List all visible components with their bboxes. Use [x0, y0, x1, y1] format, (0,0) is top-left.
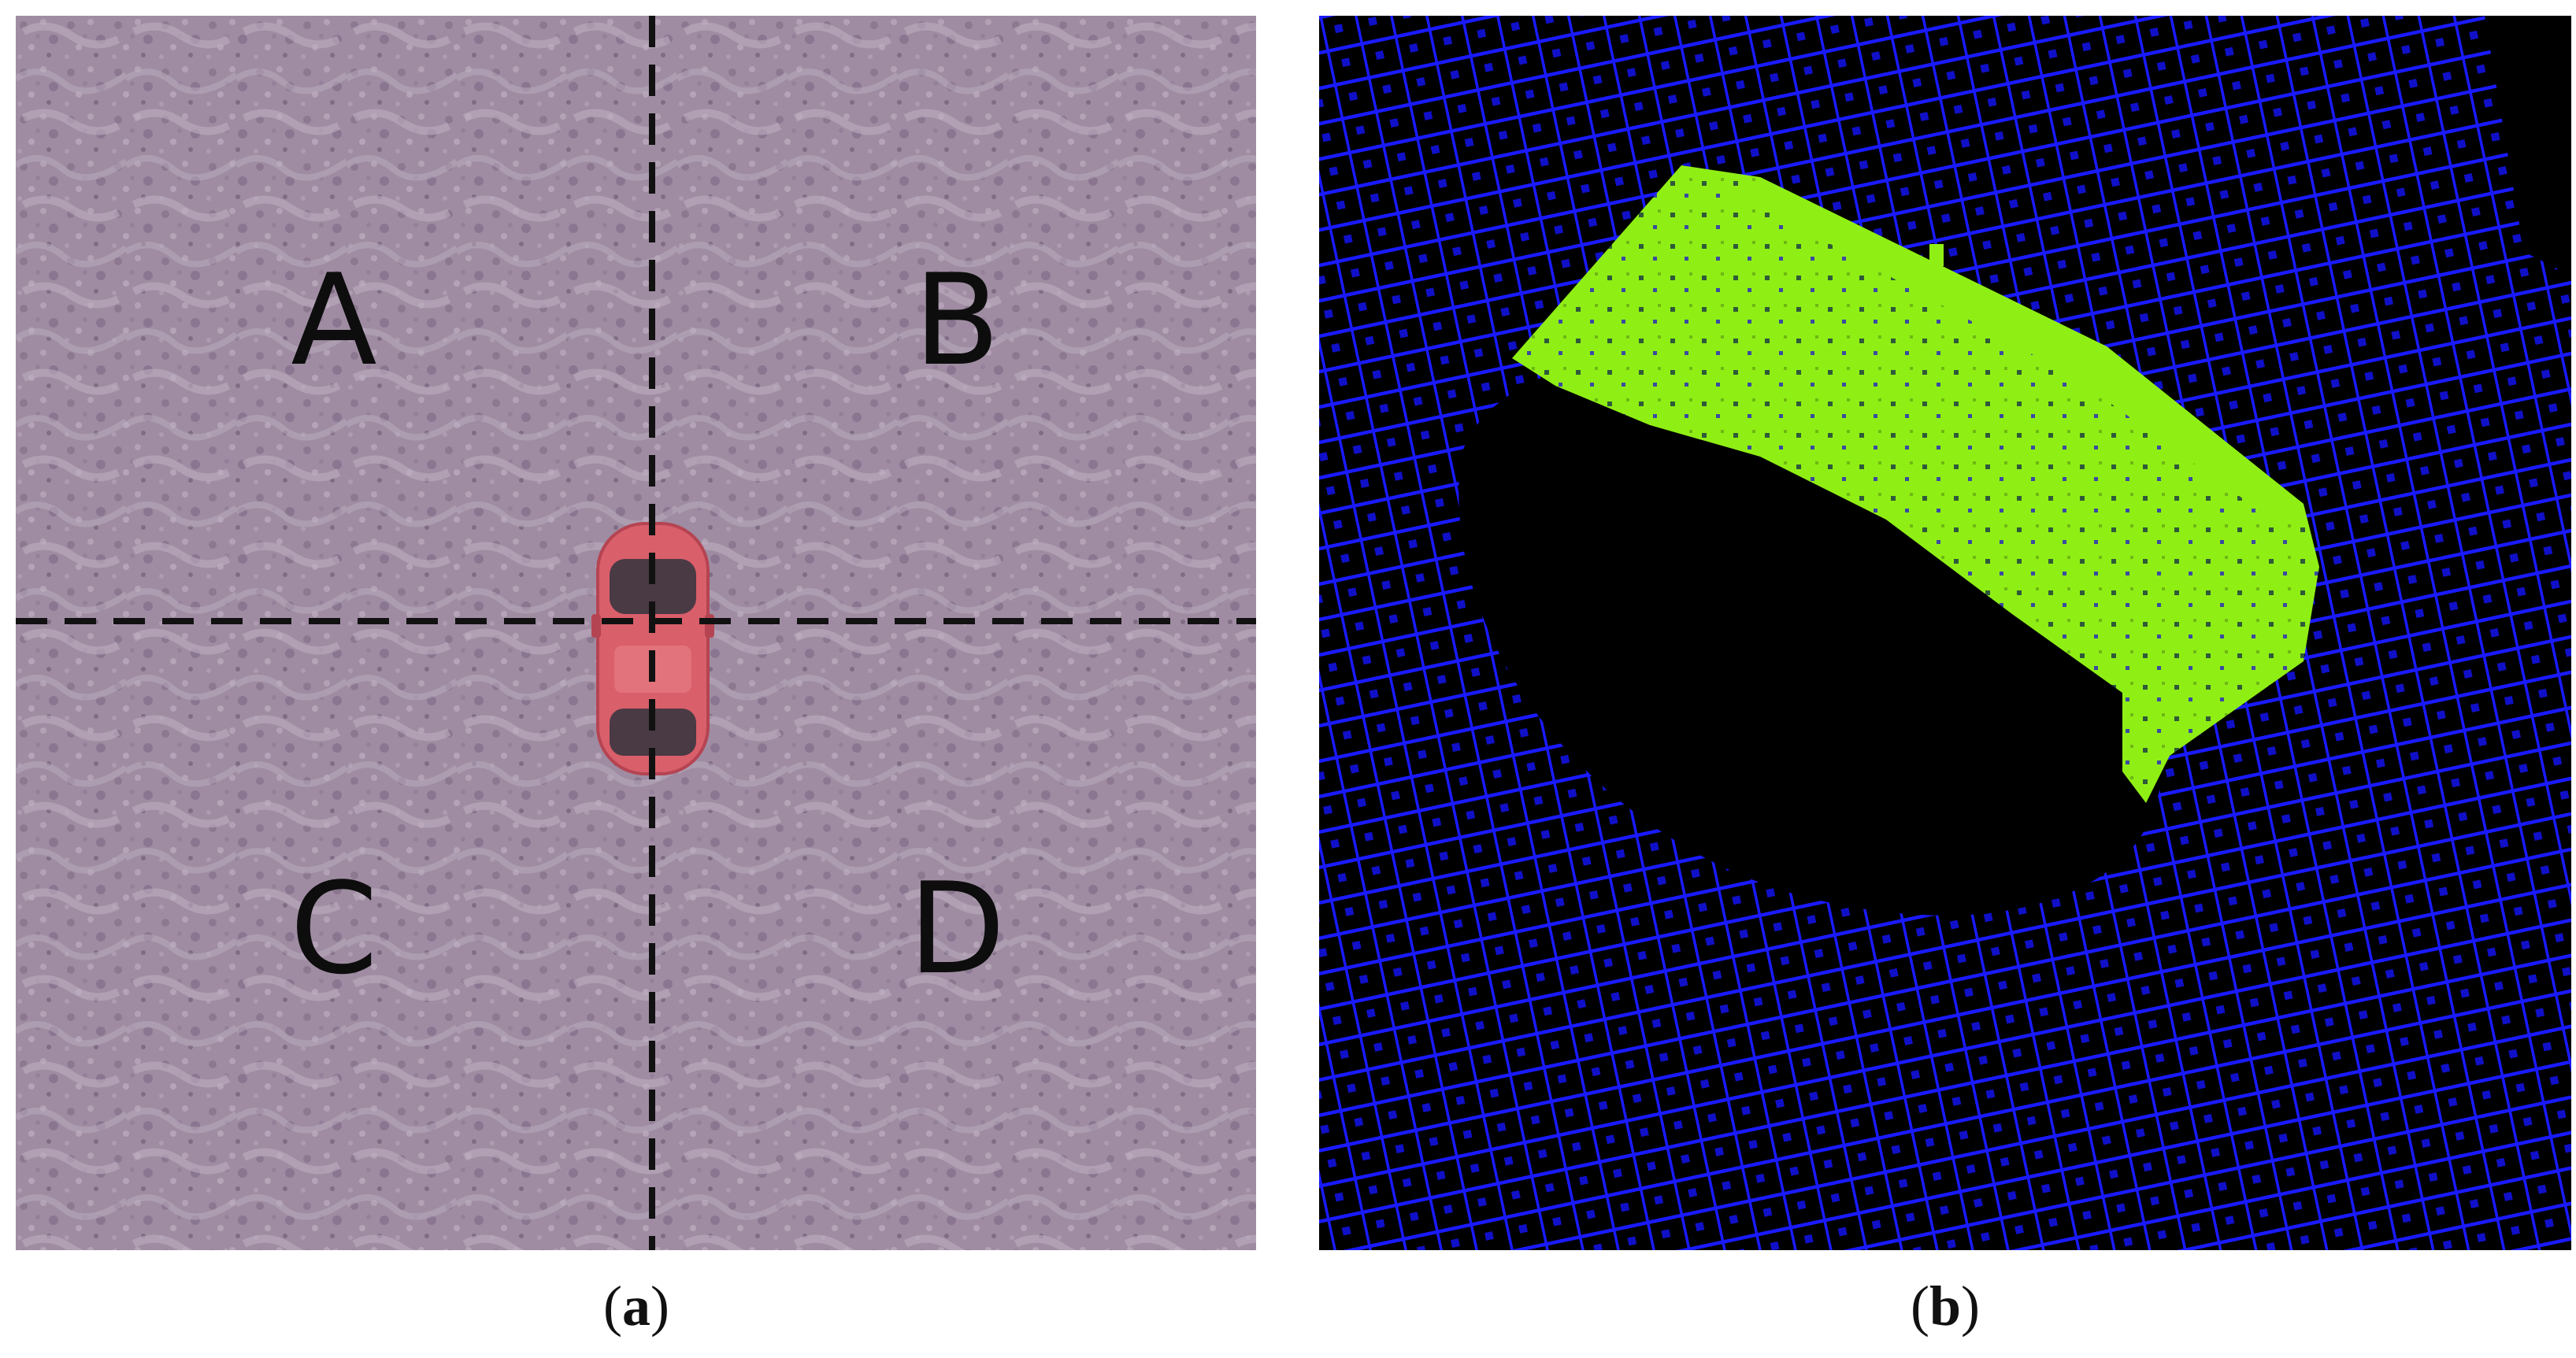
point-cloud-scene	[1319, 16, 2571, 1250]
aerial-scene	[16, 16, 1256, 1250]
panel-b-point-cloud	[1319, 16, 2571, 1250]
car	[591, 522, 714, 775]
quadrant-label-c: C	[290, 855, 378, 1002]
caption-a: (a)	[603, 1275, 669, 1338]
quadrant-label-d: D	[908, 855, 1006, 1002]
vehicle-points	[1512, 165, 2319, 803]
quadrant-label-a: A	[291, 246, 377, 394]
quadrant-label-b: B	[914, 246, 1000, 394]
panel-a-aerial-image: A B C D	[16, 16, 1256, 1250]
caption-b: (b)	[1910, 1275, 1981, 1338]
